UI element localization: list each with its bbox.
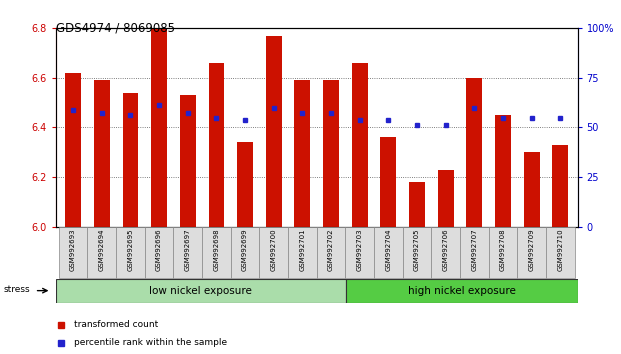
Bar: [432, 227, 460, 278]
Bar: [374, 227, 402, 278]
Text: GSM992705: GSM992705: [414, 229, 420, 271]
Bar: [323, 80, 339, 227]
Bar: [202, 227, 231, 278]
Text: GSM992693: GSM992693: [70, 229, 76, 271]
Bar: [94, 80, 110, 227]
Bar: [288, 227, 317, 278]
Bar: [409, 182, 425, 227]
Bar: [151, 28, 167, 227]
Bar: [495, 115, 511, 227]
Bar: [56, 279, 346, 303]
Bar: [209, 63, 224, 227]
Text: GSM992710: GSM992710: [557, 229, 563, 271]
Bar: [438, 170, 453, 227]
Bar: [145, 227, 173, 278]
Text: GSM992707: GSM992707: [471, 229, 478, 271]
Bar: [260, 227, 288, 278]
Bar: [122, 93, 138, 227]
Bar: [65, 73, 81, 227]
Text: GSM992702: GSM992702: [328, 229, 334, 271]
Bar: [346, 279, 578, 303]
Bar: [466, 78, 483, 227]
Bar: [116, 227, 145, 278]
Bar: [489, 227, 517, 278]
Text: low nickel exposure: low nickel exposure: [150, 286, 252, 296]
Bar: [553, 145, 568, 227]
Text: GSM992701: GSM992701: [299, 229, 306, 271]
Bar: [237, 142, 253, 227]
Bar: [546, 227, 574, 278]
Bar: [266, 36, 281, 227]
Bar: [294, 80, 310, 227]
Text: GSM992708: GSM992708: [500, 229, 506, 271]
Text: stress: stress: [3, 285, 30, 294]
Bar: [402, 227, 432, 278]
Text: GSM992697: GSM992697: [184, 229, 191, 271]
Text: GSM992709: GSM992709: [528, 229, 535, 271]
Bar: [231, 227, 260, 278]
Bar: [59, 227, 88, 278]
Bar: [460, 227, 489, 278]
Bar: [517, 227, 546, 278]
Text: GSM992700: GSM992700: [271, 229, 277, 271]
Bar: [524, 152, 540, 227]
Text: percentile rank within the sample: percentile rank within the sample: [74, 338, 227, 347]
Text: GSM992695: GSM992695: [127, 229, 134, 271]
Text: GSM992694: GSM992694: [99, 229, 105, 271]
Text: GDS4974 / 8069085: GDS4974 / 8069085: [56, 21, 175, 34]
Bar: [317, 227, 345, 278]
Bar: [173, 227, 202, 278]
Text: GSM992698: GSM992698: [214, 229, 219, 271]
Bar: [180, 95, 196, 227]
Text: GSM992706: GSM992706: [443, 229, 449, 271]
Bar: [88, 227, 116, 278]
Bar: [352, 63, 368, 227]
Text: GSM992703: GSM992703: [356, 229, 363, 271]
Text: GSM992696: GSM992696: [156, 229, 162, 271]
Bar: [381, 137, 396, 227]
Text: GSM992699: GSM992699: [242, 229, 248, 271]
Text: GSM992704: GSM992704: [386, 229, 391, 271]
Text: high nickel exposure: high nickel exposure: [407, 286, 515, 296]
Bar: [345, 227, 374, 278]
Text: transformed count: transformed count: [74, 320, 158, 330]
